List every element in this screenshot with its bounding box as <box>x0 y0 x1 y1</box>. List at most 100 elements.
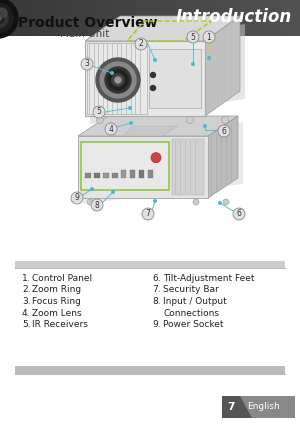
Bar <box>5 0 6 36</box>
Polygon shape <box>205 16 240 116</box>
Bar <box>147 0 148 36</box>
Bar <box>14 0 15 36</box>
Bar <box>73 0 74 36</box>
Bar <box>66 0 67 36</box>
Bar <box>52 0 53 36</box>
Bar <box>13 0 14 36</box>
Text: English: English <box>247 402 279 411</box>
Bar <box>130 170 135 178</box>
Circle shape <box>96 58 140 102</box>
Bar <box>57 0 58 36</box>
Bar <box>192 0 193 36</box>
Bar <box>3 0 4 36</box>
Text: 6: 6 <box>222 127 226 135</box>
Bar <box>67 0 68 36</box>
Circle shape <box>187 116 194 124</box>
Bar <box>205 0 206 36</box>
Bar <box>56 0 57 36</box>
Bar <box>87 0 88 36</box>
Bar <box>157 0 158 36</box>
Bar <box>185 0 186 36</box>
Bar <box>137 0 138 36</box>
Bar <box>74 0 75 36</box>
Bar <box>168 0 169 36</box>
Bar <box>46 0 47 36</box>
Bar <box>2 0 3 36</box>
Bar <box>149 0 150 36</box>
Bar <box>78 136 208 198</box>
Bar <box>292 0 293 36</box>
Bar <box>218 0 219 36</box>
Bar <box>53 0 54 36</box>
Bar <box>177 0 178 36</box>
Bar <box>121 170 126 178</box>
Circle shape <box>0 3 13 33</box>
Bar <box>81 0 82 36</box>
Bar <box>54 0 55 36</box>
Bar <box>31 0 32 36</box>
Text: 8: 8 <box>94 201 99 210</box>
Circle shape <box>128 106 132 110</box>
Bar <box>219 0 220 36</box>
Bar <box>148 0 149 36</box>
Bar <box>114 0 115 36</box>
Bar <box>293 0 294 36</box>
Bar <box>199 0 200 36</box>
Bar <box>291 0 292 36</box>
Bar <box>127 0 128 36</box>
Bar <box>229 0 230 36</box>
Polygon shape <box>124 126 178 136</box>
Bar <box>101 0 102 36</box>
Text: Focus Ring: Focus Ring <box>32 297 81 306</box>
Bar <box>152 0 153 36</box>
Bar <box>235 0 236 36</box>
Bar <box>116 0 117 36</box>
Bar <box>71 0 72 36</box>
Bar <box>265 0 266 36</box>
Bar <box>179 0 180 36</box>
Bar <box>85 173 91 178</box>
Bar <box>297 0 298 36</box>
Bar <box>107 0 108 36</box>
Circle shape <box>108 70 128 90</box>
Bar <box>30 0 31 36</box>
Bar <box>251 0 252 36</box>
Bar <box>50 0 51 36</box>
Bar <box>88 0 89 36</box>
Bar <box>215 0 216 36</box>
Bar <box>81 142 169 190</box>
Bar <box>129 0 130 36</box>
Bar <box>236 0 237 36</box>
Bar <box>95 0 96 36</box>
Bar <box>262 0 263 36</box>
Bar <box>276 0 277 36</box>
Bar <box>278 0 279 36</box>
Text: Tilt-Adjustment Feet: Tilt-Adjustment Feet <box>163 274 254 283</box>
Circle shape <box>153 58 157 62</box>
Bar <box>41 0 42 36</box>
Bar <box>204 0 205 36</box>
Bar <box>267 0 268 36</box>
Bar <box>112 173 118 178</box>
Bar <box>201 0 202 36</box>
Bar <box>43 0 44 36</box>
Bar <box>120 0 121 36</box>
Bar <box>181 0 182 36</box>
Bar <box>211 0 212 36</box>
Bar <box>223 0 224 36</box>
Bar <box>261 0 262 36</box>
Bar <box>178 0 179 36</box>
Bar <box>128 0 129 36</box>
Bar <box>188 0 189 36</box>
Bar <box>9 0 10 36</box>
Bar <box>154 0 155 36</box>
Bar <box>139 0 140 36</box>
Bar <box>189 0 190 36</box>
Bar <box>115 0 116 36</box>
Bar <box>186 0 187 36</box>
Bar <box>160 0 161 36</box>
Bar <box>148 170 152 178</box>
Bar <box>133 0 134 36</box>
Bar <box>271 0 272 36</box>
Bar <box>167 0 168 36</box>
